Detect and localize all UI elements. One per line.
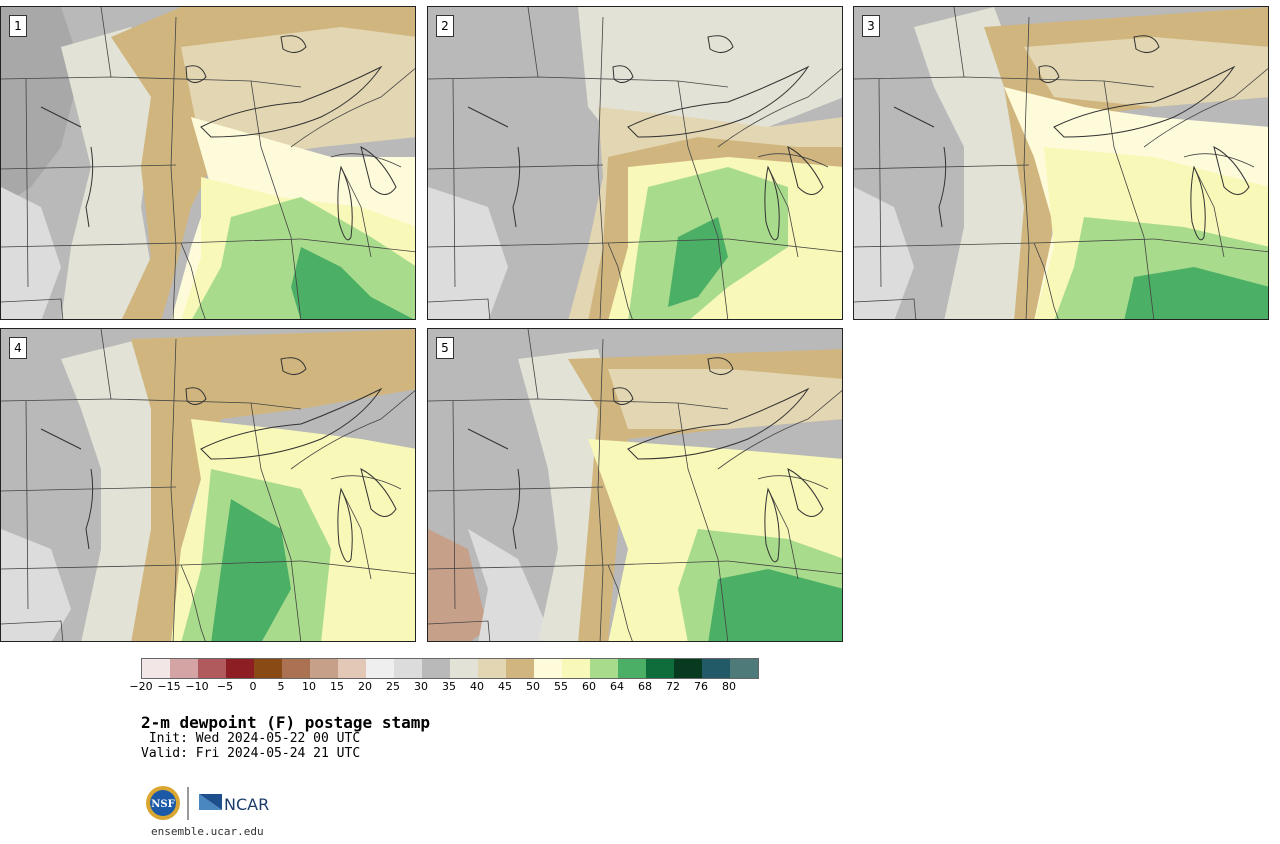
colorbar-swatch bbox=[254, 659, 282, 678]
colorbar-tick-label: 50 bbox=[526, 680, 540, 693]
colorbar-swatch bbox=[394, 659, 422, 678]
colorbar-swatch bbox=[478, 659, 506, 678]
colorbar-tick-label: 30 bbox=[414, 680, 428, 693]
colorbar-swatch bbox=[422, 659, 450, 678]
panel-number: 5 bbox=[436, 337, 454, 359]
panel-number: 4 bbox=[9, 337, 27, 359]
colorbar-swatch bbox=[730, 659, 758, 678]
init-time: Init: Wed 2024-05-22 00 UTC bbox=[141, 731, 361, 746]
colorbar-swatch bbox=[534, 659, 562, 678]
dewpoint-map-panel-5: 5 bbox=[427, 328, 843, 642]
colorbar-swatch bbox=[674, 659, 702, 678]
colorbar-tick-label: 20 bbox=[358, 680, 372, 693]
colorbar-swatch bbox=[310, 659, 338, 678]
figure-title: 2-m dewpoint (F) postage stamp bbox=[141, 713, 430, 732]
nsf-ncar-logos: NSF NCAR bbox=[144, 784, 284, 822]
colorbar-tick-label: 15 bbox=[330, 680, 344, 693]
colorbar-tick-label: −15 bbox=[157, 680, 181, 693]
dewpoint-colorbar bbox=[141, 658, 759, 679]
colorbar-tick-label: 25 bbox=[386, 680, 400, 693]
colorbar-tick-label: −10 bbox=[185, 680, 209, 693]
colorbar-tick-label: 80 bbox=[722, 680, 736, 693]
colorbar-swatch bbox=[142, 659, 170, 678]
colorbar-tick-label: 10 bbox=[302, 680, 316, 693]
dewpoint-map-panel-4: 4 bbox=[0, 328, 416, 642]
colorbar-swatch bbox=[366, 659, 394, 678]
colorbar-swatch bbox=[702, 659, 730, 678]
panel-number: 3 bbox=[862, 15, 880, 37]
nsf-logo: NSF bbox=[146, 786, 180, 820]
colorbar-swatch bbox=[450, 659, 478, 678]
colorbar-tick-label: −20 bbox=[129, 680, 153, 693]
colorbar-swatch bbox=[590, 659, 618, 678]
colorbar-tick-label: 60 bbox=[582, 680, 596, 693]
colorbar-tick-label: 5 bbox=[277, 680, 285, 693]
colorbar-swatch bbox=[338, 659, 366, 678]
colorbar-tick-label: −5 bbox=[216, 680, 234, 693]
colorbar-swatch bbox=[506, 659, 534, 678]
svg-text:NCAR: NCAR bbox=[224, 795, 269, 814]
source-url: ensemble.ucar.edu bbox=[151, 825, 264, 838]
colorbar-swatch bbox=[646, 659, 674, 678]
dewpoint-map-panel-3: 3 bbox=[853, 6, 1269, 320]
colorbar-tick-label: 64 bbox=[610, 680, 624, 693]
colorbar-tick-label: 68 bbox=[638, 680, 652, 693]
valid-time: Valid: Fri 2024-05-24 21 UTC bbox=[141, 746, 361, 761]
dewpoint-map-panel-1: 1 bbox=[0, 6, 416, 320]
colorbar-tick-label: 72 bbox=[666, 680, 680, 693]
colorbar-tick-label: 55 bbox=[554, 680, 568, 693]
colorbar-swatch bbox=[198, 659, 226, 678]
ncar-logo: NCAR bbox=[199, 794, 269, 814]
dewpoint-map-panel-2: 2 bbox=[427, 6, 843, 320]
colorbar-swatch bbox=[226, 659, 254, 678]
colorbar-swatch bbox=[282, 659, 310, 678]
colorbar-tick-label: 35 bbox=[442, 680, 456, 693]
panel-number: 1 bbox=[9, 15, 27, 37]
colorbar-ticks: −20 −15 −10 −5 0 5 10 15 20 25 30 35 40 45 50 55 60 64 68 7… bbox=[129, 680, 761, 694]
panel-number: 2 bbox=[436, 15, 454, 37]
colorbar-tick-label: 0 bbox=[249, 680, 257, 693]
colorbar-swatch bbox=[618, 659, 646, 678]
colorbar-tick-label: 76 bbox=[694, 680, 708, 693]
colorbar-tick-label: 45 bbox=[498, 680, 512, 693]
colorbar-swatch bbox=[170, 659, 198, 678]
colorbar-swatch bbox=[562, 659, 590, 678]
colorbar-tick-label: 40 bbox=[470, 680, 484, 693]
svg-text:NSF: NSF bbox=[151, 799, 174, 810]
